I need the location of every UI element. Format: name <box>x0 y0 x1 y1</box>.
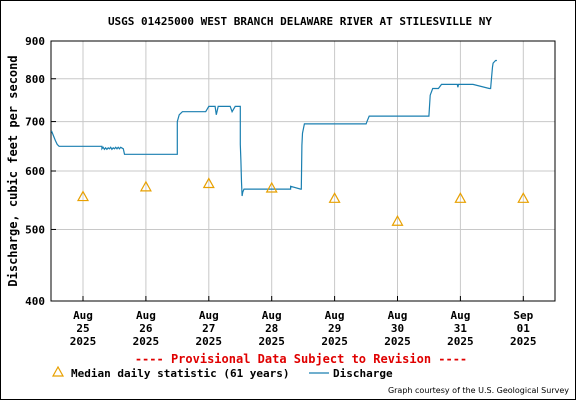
x-tick-label: 2025 <box>196 335 223 348</box>
median-marker <box>517 192 530 203</box>
y-tick-label: 700 <box>25 116 45 129</box>
x-tick-label: 2025 <box>321 335 348 348</box>
median-marker <box>139 180 152 192</box>
x-tick-label: 2025 <box>384 335 411 348</box>
legend-median-symbol <box>51 365 65 377</box>
y-tick-label: 400 <box>25 295 45 308</box>
y-axis-label: Discharge, cubic feet per second <box>6 55 20 286</box>
x-tick-label: Aug <box>199 309 219 322</box>
median-marker <box>454 192 467 203</box>
x-tick-label: Aug <box>73 309 93 322</box>
y-tick-label: 900 <box>25 35 45 48</box>
x-tick-label: 2025 <box>258 335 285 348</box>
legend-median-label: Median daily statistic (61 years) <box>71 367 290 380</box>
discharge-line <box>50 59 497 197</box>
legend-discharge-label: Discharge <box>333 367 393 380</box>
x-tick-label: Aug <box>450 309 470 322</box>
x-tick-label: 27 <box>202 322 215 335</box>
series-layer <box>50 59 497 197</box>
y-tick-label: 600 <box>25 165 45 178</box>
x-tick-label: 2025 <box>447 335 474 348</box>
median-markers <box>76 177 530 226</box>
credit-text: Graph courtesy of the U.S. Geological Su… <box>388 386 569 395</box>
x-tick-label: 2025 <box>70 335 97 348</box>
median-marker <box>391 214 404 226</box>
x-tick-label: 29 <box>328 322 341 335</box>
x-tick-label: Aug <box>262 309 282 322</box>
x-tick-label: 2025 <box>133 335 160 348</box>
x-tick-label: 01 <box>517 322 531 335</box>
median-marker <box>328 192 341 203</box>
y-axis-ticks: 400 500 600 700 800 900 <box>25 35 56 308</box>
x-axis-ticks: Aug252025Aug262025Aug272025Aug282025Aug2… <box>70 296 537 348</box>
x-tick-label: Aug <box>388 309 408 322</box>
x-tick-label: 2025 <box>510 335 537 348</box>
provisional-note: ---- Provisional Data Subject to Revisio… <box>135 352 467 366</box>
x-tick-label: 26 <box>139 322 153 335</box>
x-tick-label: Aug <box>136 309 156 322</box>
legend: Median daily statistic (61 years) Discha… <box>51 365 393 380</box>
x-tick-label: 25 <box>76 322 89 335</box>
chart-title: USGS 01425000 WEST BRANCH DELAWARE RIVER… <box>108 15 492 28</box>
x-tick-label: 31 <box>454 322 468 335</box>
y-tick-label: 500 <box>25 223 45 236</box>
median-marker <box>76 190 90 202</box>
x-tick-label: Sep <box>513 309 533 322</box>
y-tick-label: 800 <box>25 73 45 86</box>
x-tick-label: 30 <box>391 322 404 335</box>
median-marker <box>265 181 278 193</box>
x-tick-label: 28 <box>265 322 278 335</box>
median-marker <box>202 177 215 189</box>
grid-lines <box>51 41 555 301</box>
x-tick-label: Aug <box>325 309 345 322</box>
